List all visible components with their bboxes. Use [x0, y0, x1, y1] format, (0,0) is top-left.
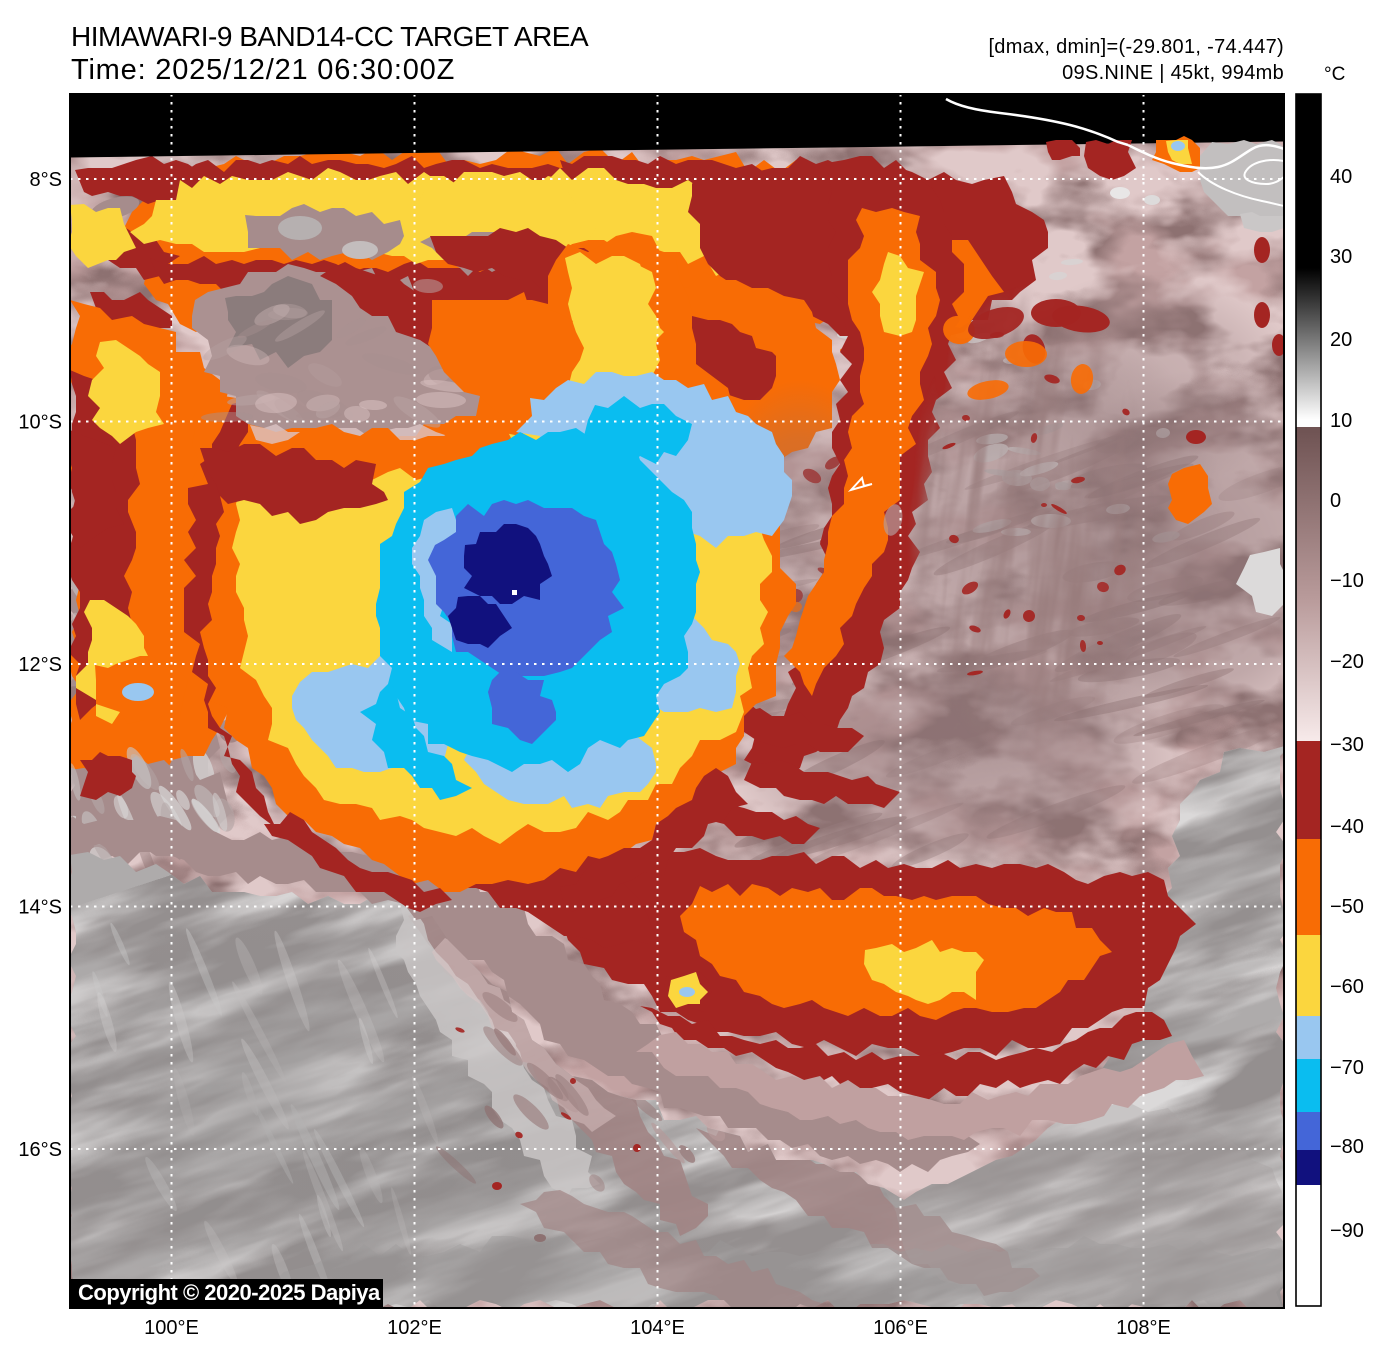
svg-text:[dmax, dmin]=(-29.801, -74.447: [dmax, dmin]=(-29.801, -74.447)	[988, 36, 1284, 58]
svg-text:Copyright © 2020-2025 Dapiya: Copyright © 2020-2025 Dapiya	[78, 1280, 381, 1305]
svg-text:HIMAWARI-9 BAND14-CC TARGET AR: HIMAWARI-9 BAND14-CC TARGET AREA	[71, 21, 589, 52]
svg-text:−10: −10	[1330, 570, 1364, 592]
svg-text:−20: −20	[1330, 651, 1364, 673]
svg-text:−90: −90	[1330, 1220, 1364, 1242]
svg-text:20: 20	[1330, 329, 1352, 351]
svg-text:Time: 2025/12/21 06:30:00Z: Time: 2025/12/21 06:30:00Z	[71, 54, 455, 86]
svg-text:30: 30	[1330, 246, 1352, 268]
svg-text:14°S: 14°S	[18, 897, 62, 919]
svg-text:8°S: 8°S	[30, 169, 62, 191]
svg-text:102°E: 102°E	[387, 1317, 442, 1339]
svg-text:12°S: 12°S	[18, 654, 62, 676]
svg-text:−30: −30	[1330, 734, 1364, 756]
svg-text:0: 0	[1330, 490, 1341, 512]
svg-text:−40: −40	[1330, 816, 1364, 838]
svg-text:16°S: 16°S	[18, 1139, 62, 1161]
svg-text:−80: −80	[1330, 1136, 1364, 1158]
svg-text:100°E: 100°E	[144, 1317, 199, 1339]
svg-text:°C: °C	[1324, 64, 1345, 85]
svg-text:104°E: 104°E	[630, 1317, 685, 1339]
svg-text:108°E: 108°E	[1116, 1317, 1171, 1339]
svg-text:−70: −70	[1330, 1057, 1364, 1079]
svg-text:10: 10	[1330, 410, 1352, 432]
svg-text:10°S: 10°S	[18, 412, 62, 434]
svg-text:−50: −50	[1330, 896, 1364, 918]
svg-text:−60: −60	[1330, 976, 1364, 998]
svg-text:40: 40	[1330, 166, 1352, 188]
svg-text:09S.NINE | 45kt, 994mb: 09S.NINE | 45kt, 994mb	[1062, 62, 1284, 84]
svg-text:106°E: 106°E	[873, 1317, 928, 1339]
